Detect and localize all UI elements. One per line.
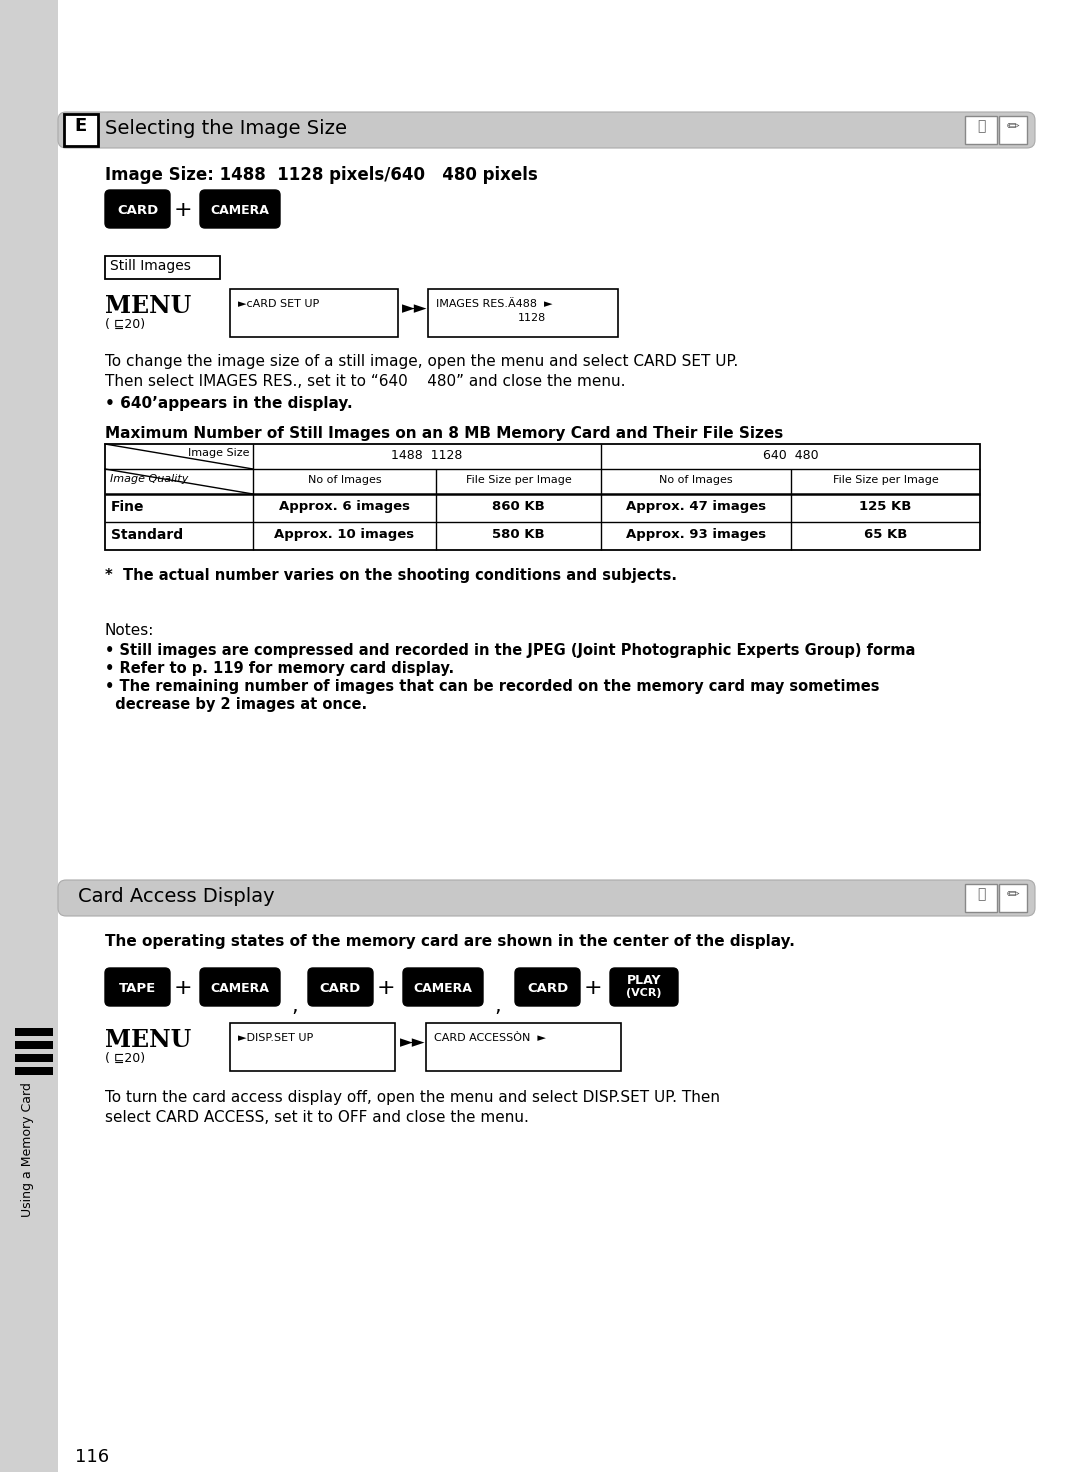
Text: PLAY: PLAY: [626, 974, 661, 988]
Text: 125 KB: 125 KB: [860, 500, 912, 514]
Text: TAPE: TAPE: [119, 982, 157, 995]
Text: Standard: Standard: [111, 528, 184, 542]
Text: 640  480: 640 480: [762, 449, 819, 462]
Text: File Size per Image: File Size per Image: [833, 475, 939, 484]
Text: 1128: 1128: [518, 314, 546, 322]
Text: CAMERA: CAMERA: [211, 205, 269, 216]
FancyBboxPatch shape: [308, 969, 373, 1005]
Bar: [105, 256, 220, 280]
Text: CAMERA: CAMERA: [211, 982, 269, 995]
Text: CARD ACCESSÒN  ►: CARD ACCESSÒN ►: [434, 1033, 545, 1044]
Text: 116: 116: [75, 1448, 109, 1466]
Bar: [15, 1054, 53, 1061]
Text: *  The actual number varies on the shooting conditions and subjects.: * The actual number varies on the shooti…: [105, 568, 677, 583]
Text: CARD: CARD: [117, 205, 158, 216]
Bar: [426, 1023, 621, 1072]
Text: CARD: CARD: [527, 982, 568, 995]
Text: To change the image size of a still image, open the menu and select CARD SET UP.: To change the image size of a still imag…: [105, 353, 739, 369]
FancyBboxPatch shape: [200, 969, 280, 1005]
Text: +: +: [174, 200, 192, 219]
Bar: [999, 116, 1027, 144]
FancyBboxPatch shape: [200, 190, 280, 228]
Text: 1488  1128: 1488 1128: [391, 449, 462, 462]
Text: E: E: [75, 116, 87, 135]
Text: Image Quality: Image Quality: [110, 474, 188, 484]
Text: 📷: 📷: [976, 888, 985, 901]
Bar: [64, 113, 98, 146]
Text: The operating states of the memory card are shown in the center of the display.: The operating states of the memory card …: [105, 935, 795, 949]
Text: Approx. 6 images: Approx. 6 images: [279, 500, 410, 514]
Bar: [15, 1041, 53, 1050]
FancyBboxPatch shape: [403, 969, 483, 1005]
Text: No of Images: No of Images: [308, 475, 381, 484]
Text: Then select IMAGES RES., set it to “640    480” and close the menu.: Then select IMAGES RES., set it to “640 …: [105, 374, 625, 389]
Text: Still Images: Still Images: [110, 259, 191, 272]
Text: (VCR): (VCR): [626, 988, 662, 998]
FancyBboxPatch shape: [105, 969, 170, 1005]
Text: ( ⊑20): ( ⊑20): [105, 318, 145, 331]
Text: Approx. 47 images: Approx. 47 images: [626, 500, 766, 514]
Text: ✏: ✏: [1007, 888, 1020, 902]
Text: CARD: CARD: [320, 982, 361, 995]
Bar: [999, 885, 1027, 913]
Text: ,: ,: [495, 997, 501, 1016]
Text: Using a Memory Card: Using a Memory Card: [22, 1082, 35, 1217]
Text: Card Access Display: Card Access Display: [78, 888, 274, 905]
Bar: [0, 0, 58, 1472]
Text: ,: ,: [292, 997, 298, 1016]
Bar: [105, 445, 980, 551]
Text: IMAGES RES.Ä488  ►: IMAGES RES.Ä488 ►: [436, 299, 553, 309]
Text: No of Images: No of Images: [659, 475, 733, 484]
Text: • The remaining number of images that can be recorded on the memory card may som: • The remaining number of images that ca…: [105, 679, 879, 693]
Text: CAMERA: CAMERA: [414, 982, 472, 995]
Text: decrease by 2 images at once.: decrease by 2 images at once.: [105, 698, 367, 712]
FancyBboxPatch shape: [610, 969, 678, 1005]
FancyBboxPatch shape: [58, 880, 1035, 916]
Text: Approx. 93 images: Approx. 93 images: [626, 528, 766, 542]
Text: ( ⊑20): ( ⊑20): [105, 1052, 145, 1066]
Text: • Still images are compressed and recorded in the JPEG (Joint Photographic Exper: • Still images are compressed and record…: [105, 643, 916, 658]
Bar: [428, 289, 618, 337]
Bar: [15, 1027, 53, 1036]
Text: • Refer to p. 119 for memory card display.: • Refer to p. 119 for memory card displa…: [105, 661, 454, 676]
FancyBboxPatch shape: [515, 969, 580, 1005]
Text: MENU: MENU: [105, 1027, 191, 1052]
Text: 580 KB: 580 KB: [492, 528, 544, 542]
Text: Approx. 10 images: Approx. 10 images: [274, 528, 415, 542]
Text: ►►: ►►: [402, 299, 428, 316]
Bar: [230, 289, 399, 337]
Text: ✏: ✏: [1007, 119, 1020, 134]
FancyBboxPatch shape: [105, 190, 170, 228]
Bar: [15, 1067, 53, 1075]
Text: +: +: [174, 977, 192, 998]
Bar: [966, 116, 997, 144]
Text: Maximum Number of Still Images on an 8 MB Memory Card and Their File Sizes: Maximum Number of Still Images on an 8 M…: [105, 425, 783, 442]
Text: ►►: ►►: [400, 1033, 426, 1051]
Text: +: +: [583, 977, 603, 998]
Bar: [230, 1023, 395, 1072]
Text: ►DISP.SET UP: ►DISP.SET UP: [238, 1033, 313, 1044]
Text: ►cARD SET UP: ►cARD SET UP: [238, 299, 320, 309]
Text: Fine: Fine: [111, 500, 145, 514]
Text: Selecting the Image Size: Selecting the Image Size: [105, 119, 347, 138]
Bar: [966, 885, 997, 913]
Text: 860 KB: 860 KB: [492, 500, 545, 514]
Text: File Size per Image: File Size per Image: [465, 475, 571, 484]
Text: 65 KB: 65 KB: [864, 528, 907, 542]
Text: MENU: MENU: [105, 294, 191, 318]
Text: 📷: 📷: [976, 119, 985, 132]
FancyBboxPatch shape: [58, 112, 1035, 149]
Text: To turn the card access display off, open the menu and select DISP.SET UP. Then: To turn the card access display off, ope…: [105, 1089, 720, 1105]
Text: Image Size: 1488  1128 pixels/640   480 pixels: Image Size: 1488 1128 pixels/640 480 pix…: [105, 166, 538, 184]
Text: Notes:: Notes:: [105, 623, 154, 637]
Text: +: +: [377, 977, 395, 998]
Text: Image Size: Image Size: [188, 447, 249, 458]
Text: select CARD ACCESS, set it to OFF and close the menu.: select CARD ACCESS, set it to OFF and cl…: [105, 1110, 529, 1125]
Text: • 640’appears in the display.: • 640’appears in the display.: [105, 396, 353, 411]
